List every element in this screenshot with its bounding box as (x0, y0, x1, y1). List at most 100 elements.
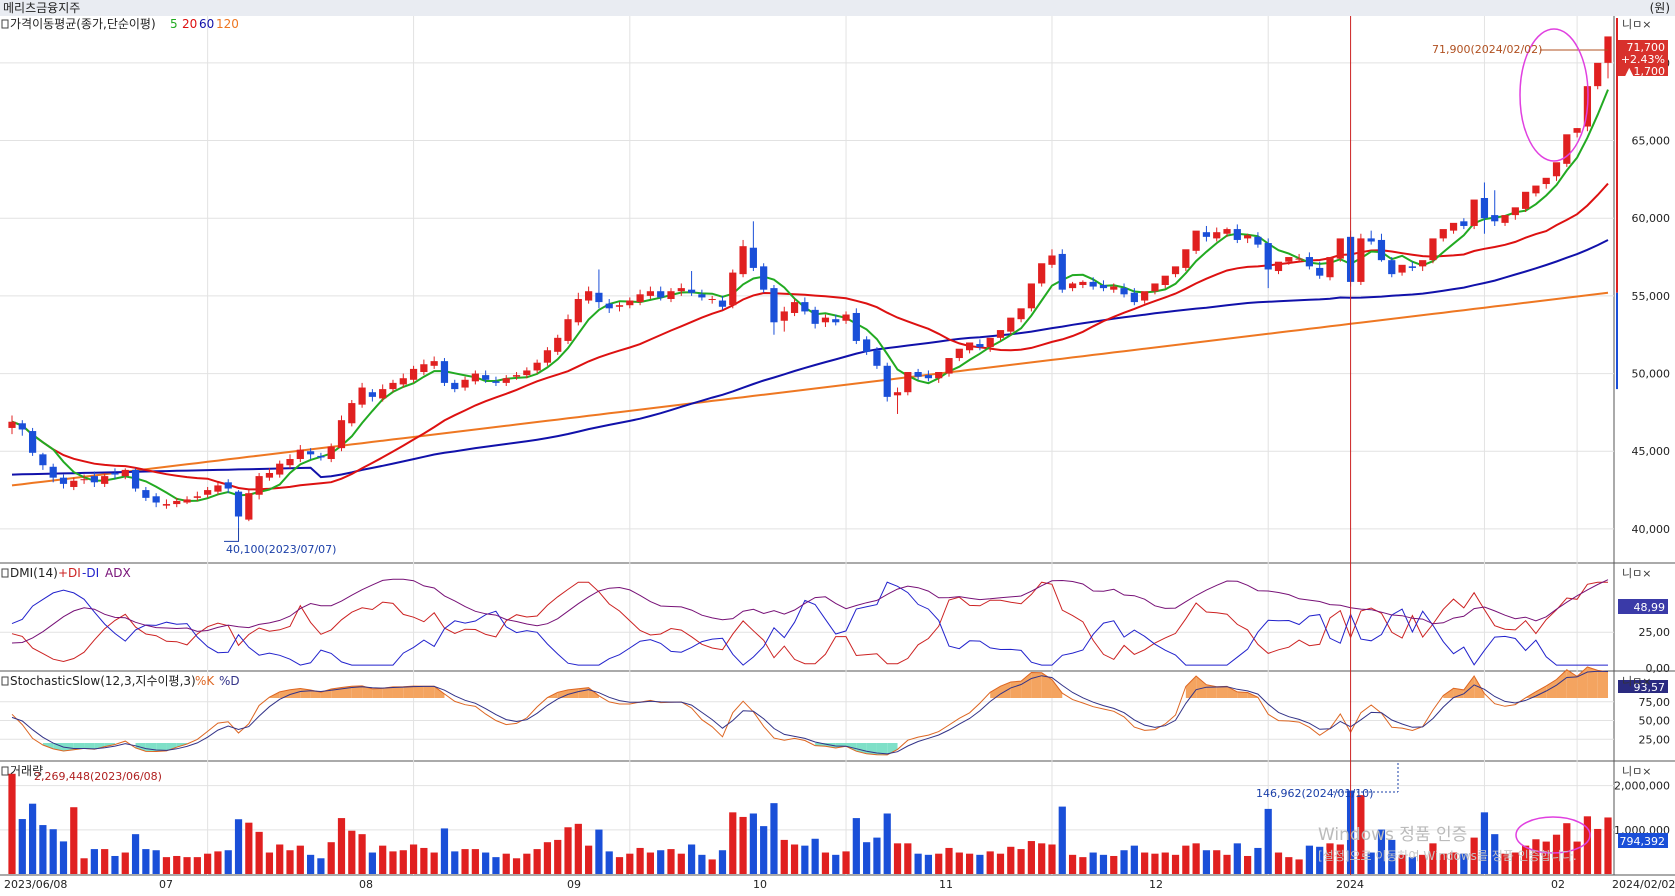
candle (296, 449, 304, 460)
volume-bar (234, 819, 243, 874)
candle (1491, 215, 1499, 222)
stoch-overbought-fill (1031, 672, 1042, 698)
candle (708, 298, 716, 300)
adx-line (11, 578, 1609, 644)
candle (1357, 238, 1365, 282)
stoch-overbought-fill (351, 685, 363, 698)
volume-bar (1439, 853, 1447, 874)
volume-bar (1110, 855, 1118, 874)
candle (543, 350, 552, 363)
candle (842, 314, 850, 321)
candle (914, 372, 922, 377)
volume-bar (657, 850, 665, 874)
volume-bar (698, 854, 706, 874)
stoch-overbought-fill (1216, 686, 1228, 698)
stoch-overbought-fill (413, 686, 424, 698)
candle (955, 348, 963, 359)
volume-bar (1048, 844, 1056, 874)
volume-bar (924, 854, 933, 874)
candle (461, 379, 469, 388)
last-change-pct: +2.43% (1621, 53, 1665, 66)
candle (1274, 261, 1283, 272)
stoch-oversold-fill (63, 743, 74, 752)
candle (1017, 308, 1025, 320)
watermark-line2: [설정]으로 이동하여 Windows를 정품 인증합니다. (1318, 849, 1577, 863)
volume-bar (368, 852, 376, 874)
candle (646, 291, 655, 296)
stoch-value-box: 93,57 (1618, 680, 1668, 694)
candle (131, 469, 140, 489)
candle (368, 392, 376, 397)
volume-bar (687, 844, 696, 874)
candle (1213, 232, 1221, 239)
candle (1182, 249, 1190, 268)
candle (409, 368, 418, 380)
volume-bar (708, 859, 716, 874)
stoch-overbought-fill (372, 688, 383, 698)
price-tick-label: 55,000 (1632, 290, 1671, 303)
volume-bar (348, 830, 356, 874)
volume-bar (739, 816, 747, 874)
candle (1522, 191, 1530, 209)
candle (1429, 238, 1437, 261)
candle (1552, 162, 1561, 177)
volume-bar (70, 807, 78, 874)
candle (512, 375, 521, 377)
candle (1295, 258, 1303, 260)
x-tick-label: 08 (359, 878, 373, 891)
volume-bar (224, 850, 232, 874)
volume-bar (1367, 852, 1375, 874)
volume-bar (193, 857, 201, 874)
stoch-overbought-fill (1000, 682, 1011, 698)
candle (986, 337, 994, 348)
candle (492, 381, 500, 383)
price-legend: 가격이동평균(종가,단순이평) 5 20 60 120 (1, 17, 239, 31)
volume-bar (296, 845, 304, 874)
candle (234, 491, 243, 517)
dmi-panel-buttons[interactable]: 니ㅁ× (1622, 567, 1651, 580)
candle (1202, 232, 1211, 237)
x-tick-label: 2024/02/02 (1612, 878, 1675, 891)
candle (976, 344, 984, 348)
volume-bar (821, 852, 830, 874)
volume-bar (1419, 854, 1427, 874)
volume-bar (389, 851, 397, 874)
stoch-last-value: 93,57 (1634, 681, 1666, 694)
candle (80, 479, 88, 481)
volume-bar (914, 853, 922, 874)
volume-last-value: 794,392 (1620, 835, 1666, 848)
volume-bar (1357, 795, 1365, 874)
candle (101, 476, 109, 484)
x-tick-label: 10 (753, 878, 767, 891)
stoch-overbought-fill (403, 686, 414, 698)
candle (1542, 177, 1550, 185)
candle (1511, 207, 1519, 216)
candle (1594, 62, 1602, 87)
stoch-panel-buttons[interactable]: 니ㅁ× (1622, 675, 1651, 688)
volume-bar (1326, 843, 1334, 874)
candle (1398, 264, 1406, 273)
volume-bar (276, 844, 284, 874)
candle (605, 303, 613, 309)
candle (204, 490, 212, 495)
x-tick-label: 09 (567, 878, 581, 891)
stoch-overbought-fill (1577, 667, 1588, 698)
volume-bar (1223, 854, 1231, 874)
candle (502, 378, 510, 383)
volume-bar (1141, 852, 1149, 874)
candle (420, 364, 428, 373)
candle (770, 288, 778, 323)
legend-ma120: 120 (216, 17, 239, 31)
stoch-tick-label: 50,00 (1639, 715, 1671, 728)
candle (1367, 238, 1375, 242)
price-panel-buttons[interactable]: 니ㅁ× (1622, 18, 1651, 31)
candle (1254, 236, 1262, 245)
volume-bar (461, 849, 469, 874)
volume-bar (121, 852, 129, 874)
price-tick-label: 45,000 (1632, 445, 1671, 458)
candle (883, 365, 891, 397)
volume-panel-buttons[interactable]: 니ㅁ× (1622, 765, 1651, 778)
volume-bar (904, 843, 912, 874)
highlight-price-circle (1519, 28, 1589, 162)
candle (1068, 283, 1077, 289)
